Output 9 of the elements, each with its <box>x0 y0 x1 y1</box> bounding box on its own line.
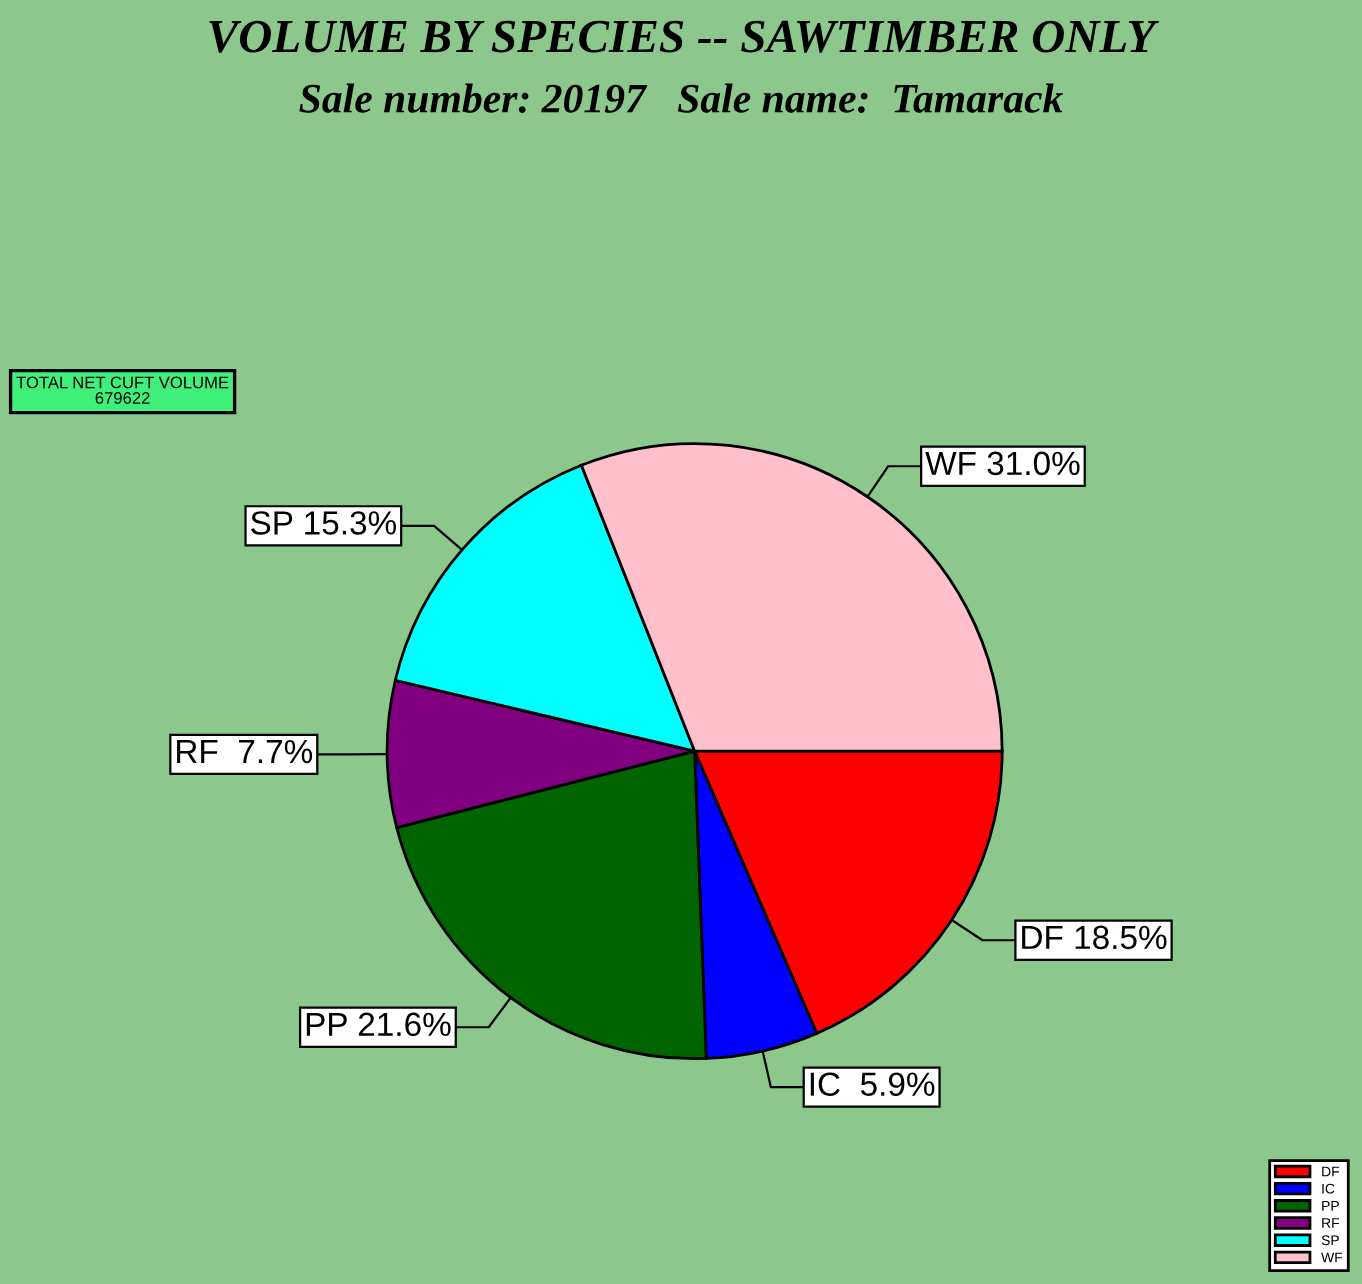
data-label: WF 31.0% <box>925 451 1080 476</box>
data-label: IC 5.9% <box>810 1072 935 1097</box>
chart-subtitle: Sale number: 20197 Sale name: Tamarack <box>299 83 1064 113</box>
data-label: PP 21.6% <box>306 1012 451 1037</box>
data-label: SP 15.3% <box>251 511 397 535</box>
text: TOTAL NET CUFT VOLUME 679622 <box>16 376 229 404</box>
data-label: RF 7.7% <box>177 739 313 764</box>
chart-title: VOLUME BY SPECIES -- SAWTIMBER ONLY <box>209 20 1159 53</box>
data-label: DF 18.5% <box>1022 925 1167 950</box>
